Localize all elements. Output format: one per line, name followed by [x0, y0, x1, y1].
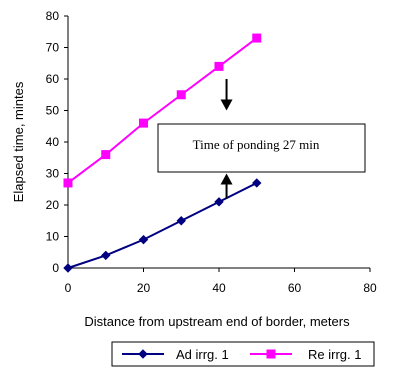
- x-axis-title: Distance from upstream end of border, me…: [84, 314, 350, 329]
- arrow-down-head: [220, 99, 233, 111]
- plot-area: 0 10 20 30 40 50 60 70 80 0 20 40 60 80: [46, 9, 377, 295]
- y-tick-label: 20: [46, 198, 60, 212]
- data-point-series-1: [101, 250, 111, 261]
- annotation: Time of ponding 27 min: [157, 123, 366, 173]
- y-axis-title: Elapsed time, mintes: [11, 81, 26, 202]
- y-tick-label: 70: [46, 41, 60, 55]
- data-point-series-1: [176, 216, 186, 226]
- x-tick-label: 80: [363, 281, 377, 295]
- legend: Ad irrg. 1 Re irrg. 1: [111, 341, 375, 367]
- series-line-1: [67, 182, 258, 269]
- y-tick-label: 0: [52, 261, 59, 275]
- arrow-up-head: [220, 173, 233, 185]
- legend-marker-1: [138, 349, 148, 359]
- legend-marker-2: [266, 349, 276, 359]
- y-tick-label: 30: [46, 167, 60, 181]
- data-point-series-2: [252, 33, 262, 43]
- annotation-text: Time of ponding 27 min: [193, 137, 320, 152]
- series-line-2: [67, 37, 258, 184]
- data-point-series-2: [214, 61, 224, 71]
- data-point-series-1: [138, 234, 149, 245]
- data-point-series-2: [139, 118, 148, 128]
- x-tick-label: 20: [137, 281, 151, 295]
- y-tick-label: 40: [46, 135, 60, 149]
- y-tick-label: 80: [46, 9, 60, 23]
- data-point-series-1: [214, 197, 224, 207]
- x-tick-label: 60: [288, 281, 302, 295]
- data-point-series-2: [176, 90, 186, 100]
- annotation-box: [157, 123, 366, 173]
- data-point-series-2: [63, 178, 73, 188]
- data-point-series-1: [252, 178, 262, 188]
- x-tick-label: 0: [65, 281, 72, 295]
- data-point-series-1: [63, 263, 73, 273]
- y-tick-label: 60: [46, 72, 60, 86]
- x-tick-label: 40: [212, 281, 226, 295]
- y-tick-label: 50: [46, 104, 60, 118]
- y-tick-label: 10: [46, 230, 60, 244]
- legend-label-2: Re irrg. 1: [308, 347, 361, 362]
- data-point-series-2: [101, 150, 111, 160]
- legend-label-1: Ad irrg. 1: [176, 347, 229, 362]
